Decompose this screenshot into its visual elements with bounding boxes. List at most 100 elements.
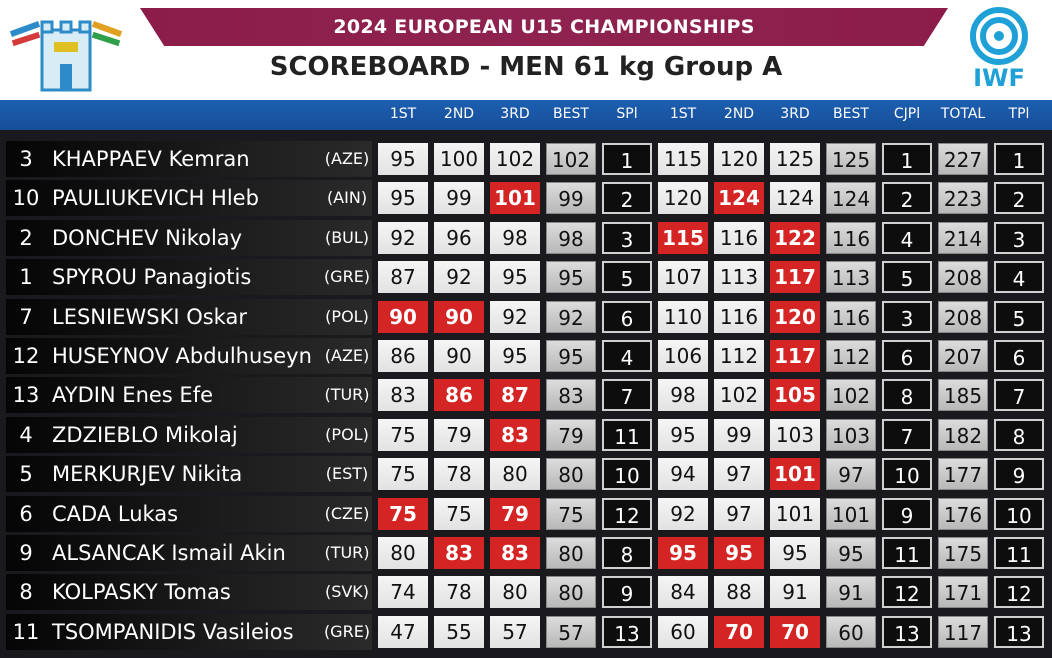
clean-jerk-place: 4 bbox=[882, 221, 932, 254]
snatch-attempt: 87 bbox=[378, 261, 428, 294]
athlete-row: 6 CADA Lukas (CZE) 75 75 79 75 12 92 97 101 101 9 176… bbox=[0, 495, 1052, 532]
iwf-plate-icon bbox=[970, 7, 1028, 65]
snatch-attempt: 55 bbox=[434, 615, 484, 648]
snatch-attempt: 79 bbox=[490, 497, 540, 530]
clean-jerk-place: 3 bbox=[882, 300, 932, 333]
total-result: 185 bbox=[938, 379, 988, 412]
athlete-row: 4 ZDZIEBLO Mikolaj (POL) 75 79 83 79 11 95 99 103 1… bbox=[0, 416, 1052, 453]
snatch-attempt: 80 bbox=[378, 537, 428, 569]
athlete-name: ALSANCAK Ismail Akin bbox=[52, 541, 286, 565]
athlete-row: 11 TSOMPANIDIS Vasileios (GRE) 47 55 57 57 13 60… bbox=[0, 613, 1052, 650]
clean-jerk-best: 124 bbox=[826, 182, 876, 215]
clean-jerk-attempt: 95 bbox=[658, 537, 708, 569]
snatch-place: 12 bbox=[602, 497, 652, 530]
snatch-attempt: 98 bbox=[490, 221, 540, 254]
clean-jerk-attempt: 97 bbox=[714, 458, 764, 491]
total-place: 4 bbox=[994, 261, 1044, 294]
snatch-attempt: 92 bbox=[378, 221, 428, 254]
clean-jerk-place: 10 bbox=[882, 458, 932, 491]
total-place: 1 bbox=[994, 143, 1044, 175]
athlete-row: 13 AYDIN Enes Efe (TUR) 83 86 87 83 7 98 102 105 10… bbox=[0, 377, 1052, 414]
nation-code: (GRE) bbox=[323, 621, 371, 641]
total-place: 8 bbox=[994, 418, 1044, 451]
clean-jerk-best: 116 bbox=[826, 300, 876, 333]
clean-jerk-attempt: 120 bbox=[714, 143, 764, 175]
start-number: 2 bbox=[19, 225, 33, 250]
athlete-row: 1 SPYROU Panagiotis (GRE) 87 92 95 95 5 107 113 11… bbox=[0, 259, 1052, 296]
athlete-name: MERKURJEV Nikita bbox=[52, 462, 243, 487]
total-place: 3 bbox=[994, 221, 1044, 254]
scoreboard-header: 2024 EUROPEAN U15 CHAMPIONSHIPS SCOREBOA… bbox=[0, 0, 1052, 100]
total-result: 227 bbox=[938, 143, 988, 175]
snatch-attempt: 86 bbox=[378, 340, 428, 372]
athlete-row: 10 PAULIUKEVICH Hleb (AIN) 95 99 101 99 2 120 124… bbox=[0, 180, 1052, 217]
snatch-attempt: 92 bbox=[490, 300, 540, 333]
total-place: 6 bbox=[994, 340, 1044, 372]
snatch-attempt: 90 bbox=[378, 300, 428, 333]
snatch-best: 95 bbox=[546, 261, 596, 294]
snatch-attempt: 78 bbox=[434, 458, 484, 491]
clean-jerk-attempt: 94 bbox=[658, 458, 708, 491]
start-number: 6 bbox=[19, 501, 33, 526]
clean-jerk-place: 12 bbox=[882, 576, 932, 609]
scoreboard-title: SCOREBOARD - MEN 61 kg Group A bbox=[269, 52, 783, 82]
athlete-row-background bbox=[6, 535, 372, 571]
clean-jerk-attempt: 102 bbox=[714, 379, 764, 412]
snatch-attempt: 86 bbox=[434, 379, 484, 412]
athlete-row-background bbox=[6, 495, 372, 532]
total-result: 175 bbox=[938, 537, 988, 569]
start-number: 13 bbox=[12, 383, 40, 408]
total-result: 182 bbox=[938, 418, 988, 451]
snatch-best: 98 bbox=[546, 221, 596, 254]
clean-jerk-attempt: 70 bbox=[770, 615, 820, 648]
snatch-best: 75 bbox=[546, 497, 596, 530]
start-number: 9 bbox=[19, 541, 33, 565]
clean-jerk-attempt: 124 bbox=[770, 182, 820, 215]
snatch-attempt: 75 bbox=[378, 418, 428, 451]
athlete-name: LESNIEWSKI Oskar bbox=[52, 304, 247, 329]
athlete-row-background bbox=[6, 141, 372, 177]
snatch-place: 7 bbox=[602, 379, 652, 412]
snatch-attempt: 83 bbox=[434, 537, 484, 569]
clean-jerk-best: 125 bbox=[826, 143, 876, 175]
snatch-attempt: 90 bbox=[434, 340, 484, 372]
championship-band: 2024 EUROPEAN U15 CHAMPIONSHIPS bbox=[140, 8, 948, 46]
clean-jerk-place: 7 bbox=[882, 418, 932, 451]
total-place: 2 bbox=[994, 182, 1044, 215]
clean-jerk-best: 91 bbox=[826, 576, 876, 609]
snatch-attempt: 75 bbox=[434, 497, 484, 530]
nation-code: (AZE) bbox=[324, 149, 370, 168]
athlete-row: 3 KHAPPAEV Kemran (AZE) 95 100 102 102 1 115 120 1… bbox=[0, 141, 1052, 177]
athlete-name: DONCHEV Nikolay bbox=[52, 225, 243, 250]
clean-jerk-place: 13 bbox=[882, 615, 932, 648]
championship-castle-logo bbox=[9, 20, 123, 92]
column-header: TPl bbox=[1008, 106, 1030, 122]
snatch-place: 11 bbox=[602, 418, 652, 451]
clean-jerk-attempt: 113 bbox=[714, 261, 764, 294]
snatch-attempt: 57 bbox=[490, 615, 540, 648]
total-result: 117 bbox=[938, 615, 988, 648]
clean-jerk-attempt: 105 bbox=[770, 379, 820, 412]
clean-jerk-best: 60 bbox=[826, 615, 876, 648]
start-number: 12 bbox=[12, 344, 40, 368]
column-header: 1ST bbox=[389, 106, 417, 122]
athlete-row-background bbox=[6, 259, 372, 296]
clean-jerk-place: 8 bbox=[882, 379, 932, 412]
athlete-row: 9 ALSANCAK Ismail Akin (TUR) 80 83 83 80 8 95 95 9… bbox=[0, 535, 1052, 571]
snatch-place: 13 bbox=[602, 615, 652, 648]
total-result: 214 bbox=[938, 221, 988, 254]
snatch-place: 1 bbox=[602, 143, 652, 175]
athlete-name: PAULIUKEVICH Hleb bbox=[52, 186, 259, 211]
clean-jerk-attempt: 103 bbox=[770, 418, 820, 451]
total-result: 171 bbox=[938, 576, 988, 609]
clean-jerk-best: 101 bbox=[826, 497, 876, 530]
clean-jerk-place: 9 bbox=[882, 497, 932, 530]
snatch-attempt: 90 bbox=[434, 300, 484, 333]
snatch-best: 83 bbox=[546, 379, 596, 412]
athlete-name: SPYROU Panagiotis bbox=[52, 265, 252, 290]
snatch-attempt: 102 bbox=[490, 143, 540, 175]
total-place: 11 bbox=[994, 537, 1044, 569]
column-header: 3RD bbox=[780, 106, 810, 122]
snatch-attempt: 87 bbox=[490, 379, 540, 412]
snatch-best: 80 bbox=[546, 576, 596, 609]
